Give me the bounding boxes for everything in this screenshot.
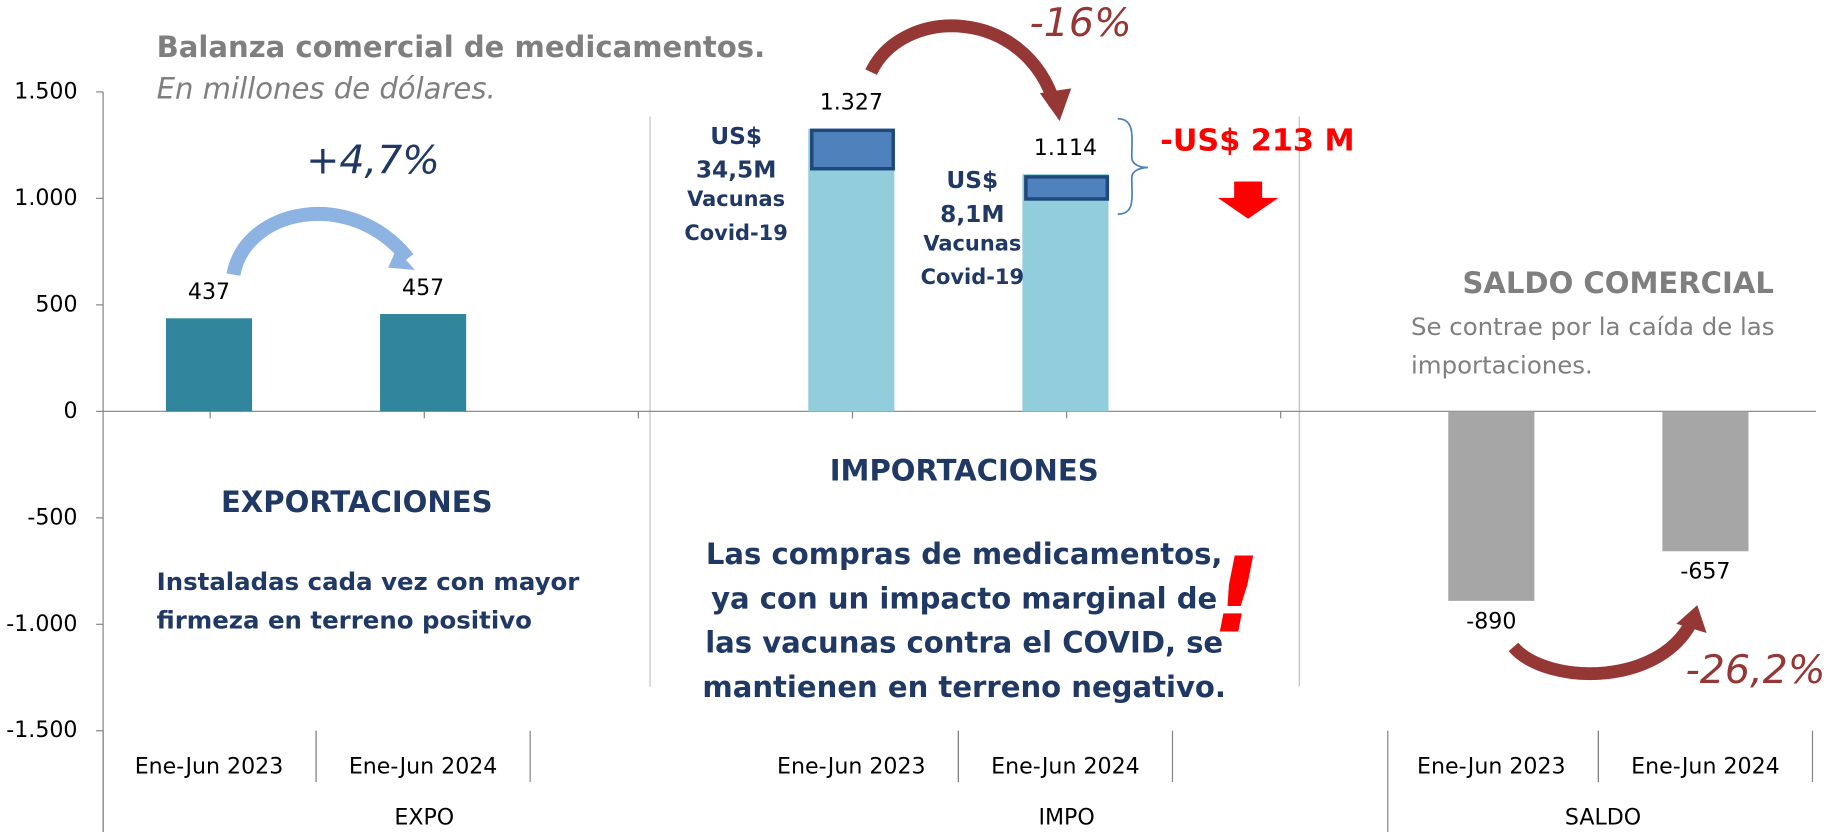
bar [380, 314, 467, 412]
annotation: Vacunas [923, 231, 1021, 255]
annotation: SALDO COMERCIAL [1462, 266, 1773, 300]
arrow-head [1039, 88, 1072, 122]
annotation: Se contrae por la caída de las [1411, 312, 1774, 341]
annotation: US$ [946, 167, 998, 194]
annotation: IMPORTACIONES [830, 453, 1099, 487]
y-tick-label: -1.500 [6, 717, 77, 743]
bar [1022, 174, 1109, 412]
bar [1448, 411, 1535, 601]
value-label: 1.327 [820, 90, 883, 116]
vaccine-box [810, 128, 895, 171]
annotation: mantienen en terreno negativo. [702, 670, 1226, 704]
annotation: ya con un impacto marginal de [711, 581, 1217, 615]
brace [1117, 117, 1149, 215]
annotation: las vacunas contra el COVID, se [705, 626, 1223, 660]
chart-subtitle: En millones de dólares. [157, 72, 496, 106]
y-tick-label: 1.000 [14, 185, 77, 211]
x-tick-label: Ene-Jun 2024 [1631, 753, 1780, 779]
arrow [1508, 613, 1700, 681]
bar [165, 318, 253, 412]
annotation: ! [1213, 535, 1261, 657]
arrow-head [388, 249, 415, 270]
annotation: Instaladas cada vez con mayor [157, 567, 580, 596]
annotation: +4,7% [306, 137, 440, 183]
annotation: -16% [1029, 0, 1131, 46]
annotation: Covid-19 [684, 221, 787, 245]
y-tick-label: 0 [63, 398, 77, 424]
arrow [226, 207, 414, 277]
value-label: 437 [188, 279, 230, 305]
annotation: -US$ 213 M [1160, 123, 1354, 158]
y-tick-label: -1.000 [6, 611, 77, 637]
group-label: IMPO [1038, 805, 1094, 831]
y-tick-label: 1.500 [14, 78, 77, 104]
x-tick-label: Ene-Jun 2024 [349, 753, 498, 779]
value-label: 457 [402, 275, 444, 301]
value-label: -890 [1466, 608, 1516, 634]
annotation: 34,5M [696, 157, 777, 184]
x-tick-label: Ene-Jun 2023 [777, 753, 926, 779]
x-tick-label: Ene-Jun 2023 [135, 753, 284, 779]
annotation: Vacunas [687, 187, 785, 211]
annotation: US$ [710, 123, 762, 150]
annotation: firmeza en terreno positivo [157, 605, 532, 634]
bar [808, 128, 895, 412]
y-tick-label: 500 [35, 291, 77, 317]
annotation: Covid-19 [921, 265, 1024, 289]
arrow-head [1676, 605, 1707, 634]
value-label: 1.114 [1034, 135, 1097, 161]
down-arrow [1217, 181, 1279, 219]
arrow [865, 19, 1062, 107]
group-label: EXPO [394, 805, 454, 831]
x-tick-label: Ene-Jun 2023 [1417, 753, 1566, 779]
annotation: -26,2% [1686, 647, 1826, 693]
x-tick-label: Ene-Jun 2024 [991, 753, 1140, 779]
annotation: Las compras de medicamentos, [706, 537, 1223, 571]
annotation: 8,1M [940, 201, 1004, 228]
group-label: SALDO [1565, 805, 1641, 831]
annotation: importaciones. [1411, 351, 1593, 380]
value-label: -657 [1680, 559, 1730, 585]
chart-title: Balanza comercial de medicamentos. [157, 30, 766, 64]
y-tick-label: -500 [27, 504, 77, 530]
bar [1662, 411, 1749, 552]
vaccine-box [1024, 175, 1110, 201]
annotation: EXPORTACIONES [221, 485, 493, 519]
